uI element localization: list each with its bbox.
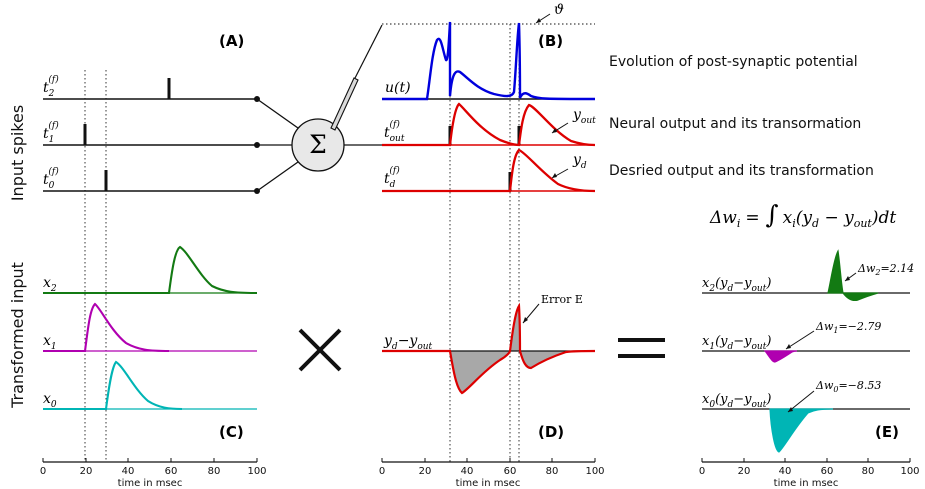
axis-title-d: time in msec (456, 478, 521, 489)
error-pointer-head (523, 317, 528, 323)
error-diff-label: yd−yout (383, 333, 433, 352)
dw2-value-label: Δw2=2.14 (857, 262, 914, 277)
tick-label-e-0: 0 (699, 466, 705, 477)
desired-kernel-curve (382, 148, 596, 193)
multiply-symbol (298, 328, 342, 372)
x1-label: x1 (43, 333, 57, 352)
tick-label-c-100: 100 (247, 466, 266, 477)
axis-panel-d: 0 20 40 60 80 100 time in msec (379, 458, 605, 489)
dw1-pointer (785, 330, 815, 350)
output-panel: ϑ u(t) tout(f) td(f) yout yd (382, 2, 596, 462)
axis-panel-c: 0 20 40 60 80 100 time in msec (40, 458, 267, 489)
axis-panel-e: 0 20 40 60 80 100 time in msec (699, 458, 920, 489)
panel-label-e: (E) (875, 423, 899, 441)
sum-input-line-0 (256, 161, 299, 192)
tick-label-e-20: 20 (738, 466, 751, 477)
equation-text: Δwi = ∫ xi(yd − yout)dt (709, 200, 896, 230)
x1-curve (43, 302, 170, 353)
dw0-pointer (787, 390, 815, 413)
dw2-row-label: x2(yd−yout) (702, 276, 771, 294)
transformed-input-title: Transformed input (8, 262, 27, 409)
membrane-potential-curve (382, 21, 596, 101)
x2-label: x2 (43, 275, 57, 294)
dw1-row-label: x1(yd−yout) (702, 334, 771, 352)
dw2-pointer-head (845, 276, 850, 281)
yout-pointer-head (552, 128, 557, 133)
x0-label: x0 (43, 391, 57, 410)
error-label: Error E (541, 293, 583, 306)
sum-symbol: Σ (309, 130, 327, 159)
summation-node (291, 118, 345, 172)
panel-label-c: (C) (219, 423, 244, 441)
desc-neural: Neural output and its transormation (609, 116, 861, 132)
error-curve (382, 302, 596, 395)
panel-label-d: (D) (538, 423, 564, 441)
yd-label: yd (572, 152, 587, 171)
theta-label: ϑ (554, 2, 564, 18)
summation-unit: Σ (256, 24, 383, 192)
td-label: td(f) (384, 165, 400, 190)
panel-label-a: (A) (219, 32, 244, 50)
tick-label-d-0: 0 (379, 466, 385, 477)
tick-label-e-100: 100 (900, 466, 919, 477)
weight-update-equation: Δwi = ∫ xi(yd − yout)dt (709, 200, 896, 230)
x2-curve (43, 245, 258, 295)
desc-psp: Evolution of post-synaptic potential (609, 54, 858, 70)
dw0-value-label: Δw0=−8.53 (815, 379, 881, 394)
sum-input-line-2 (256, 98, 299, 129)
tick-label-d-100: 100 (585, 466, 604, 477)
panel-label-b: (B) (538, 32, 563, 50)
theta-pointer-head (536, 18, 541, 23)
dw0-row-label: x0(yd−yout) (702, 392, 771, 410)
dw1-pointer-head (786, 344, 791, 349)
x0-curve (43, 360, 183, 411)
yout-label: yout (572, 107, 596, 126)
yd-pointer-head (552, 173, 557, 178)
equals-symbol (618, 338, 665, 358)
tick-label-d-20: 20 (419, 466, 432, 477)
output-kernel-curve (382, 102, 596, 147)
error-late-negative-area (520, 351, 595, 368)
tick-label-e-60: 60 (821, 466, 834, 477)
input-spike-panel: t2(f) t1(f) t0(f) (43, 70, 260, 462)
dw1-value-label: Δw1=−2.79 (815, 320, 881, 335)
desc-desired: Desried output and its transformation (609, 163, 874, 179)
transformed-input-panel: x2 x1 x0 (43, 245, 258, 411)
tick-label-c-60: 60 (165, 466, 178, 477)
probe-upper-line (352, 24, 383, 83)
tick-label-d-40: 40 (461, 466, 474, 477)
weight-change-panel: x2(yd−yout) x1(yd−yout) x0(yd−yout) Δw2=… (702, 249, 914, 453)
dw2-area (827, 249, 879, 302)
spike-label-1: t1(f) (43, 120, 59, 145)
input-spikes-title: Input spikes (8, 105, 27, 201)
tick-label-e-40: 40 (779, 466, 792, 477)
axis-ticks-c (42, 458, 258, 462)
times-line-2 (298, 328, 342, 372)
error-panel: yd−yout Error E (382, 293, 596, 395)
tick-label-c-20: 20 (80, 466, 93, 477)
spike-label-2: t2(f) (43, 74, 59, 99)
axis-ticks-e (701, 458, 911, 462)
dw0-pointer-head (788, 407, 793, 412)
dw1-area (763, 350, 798, 363)
tick-label-e-80: 80 (862, 466, 875, 477)
tout-label: tout(f) (384, 119, 405, 144)
tick-label-c-0: 0 (40, 466, 46, 477)
tick-label-c-40: 40 (122, 466, 135, 477)
axis-title-c: time in msec (118, 478, 183, 489)
error-negative-area (450, 351, 510, 393)
tick-label-d-60: 60 (504, 466, 517, 477)
u-label: u(t) (385, 80, 411, 96)
tick-label-d-80: 80 (546, 466, 559, 477)
probe-icon (330, 77, 359, 131)
tick-label-c-80: 80 (208, 466, 221, 477)
axis-title-e: time in msec (774, 478, 839, 489)
spike-label-0: t0(f) (43, 166, 59, 191)
dw0-area (769, 408, 834, 453)
axis-ticks-d (381, 458, 596, 462)
